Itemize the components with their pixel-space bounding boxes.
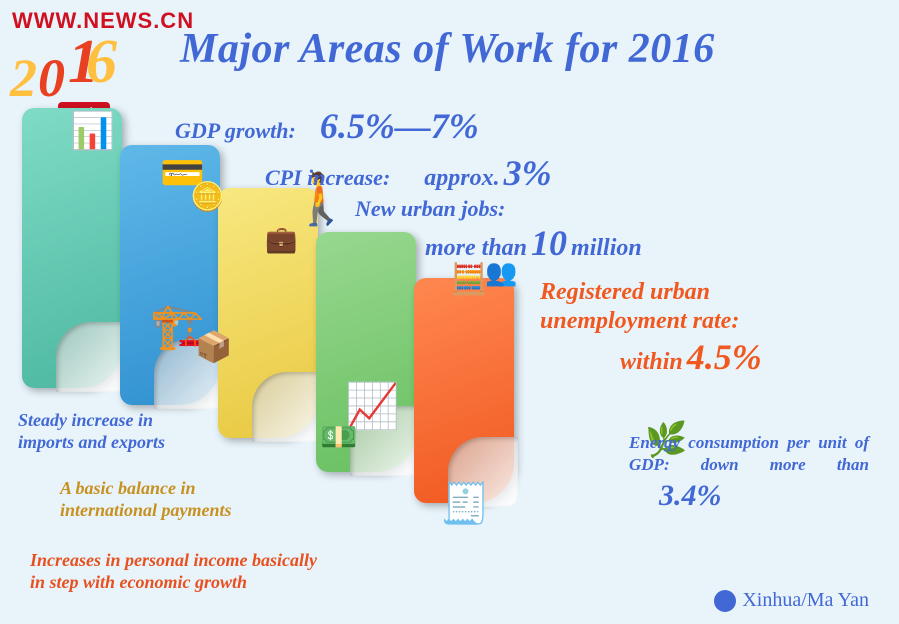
side-note-income: Increases in personal income basically i… [30,550,317,593]
year-logo: 2 0 1 6 两会 [10,22,150,122]
energy-value: 3.4% [659,479,722,512]
energy-block: Energy consumption per unit of GDP: down… [629,432,869,515]
side-note-imports: Steady increase in imports and exports [18,410,165,453]
unemployment-value: 4.5% [687,337,762,377]
calc-icon: 🧾 [440,480,490,527]
credit-logo-icon [714,590,736,612]
cpi-value: 3% [504,153,552,193]
gdp-value: 6.5%—7% [320,106,479,146]
jobs-prefix: more than [425,235,527,261]
unemployment-label: Registered urban unemployment rate: [540,278,850,336]
pie-icon: 🧮 [450,262,487,297]
curl [56,322,126,392]
chart-icon: 📊 [70,110,115,152]
logo-digit: 2 [10,47,37,109]
logo-digit: 0 [38,47,65,109]
credit: Xinhua/Ma Yan [714,589,869,612]
gdp-label: GDP growth: [175,118,296,143]
credit-text: Xinhua/Ma Yan [742,589,869,612]
page-title: Major Areas of Work for 2016 [180,25,715,73]
boxes-icon: 📦 [195,330,232,365]
briefcase-icon: 💼 [265,225,297,255]
cpi-label: CPI increase: [265,165,390,190]
energy-text: Energy consumption per unit of GDP: down… [629,433,869,474]
curl [252,372,322,442]
side-note-payments: A basic balance in international payment… [60,478,232,521]
step-panel-5 [414,278,514,503]
jobs-suffix: million [571,235,642,261]
jobs-label: New urban jobs: [355,196,505,221]
cpi-prefix: approx. [424,165,499,191]
unemployment-prefix: within [620,349,683,375]
cash-icon: 💵 [320,420,357,455]
logo-digit: 6 [86,27,117,98]
coins-icon: 🪙 [190,180,225,214]
jobs-value: 10 [531,223,567,263]
